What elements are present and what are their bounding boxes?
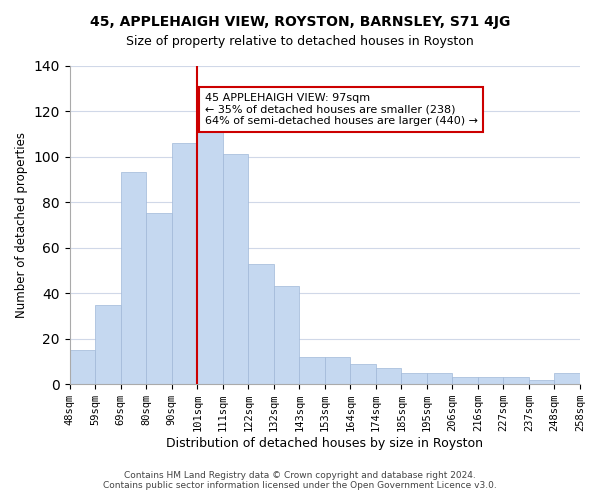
X-axis label: Distribution of detached houses by size in Royston: Distribution of detached houses by size …	[166, 437, 484, 450]
Text: Size of property relative to detached houses in Royston: Size of property relative to detached ho…	[126, 35, 474, 48]
Bar	[172, 143, 197, 384]
Bar	[376, 368, 401, 384]
Bar	[248, 264, 274, 384]
Bar	[350, 364, 376, 384]
Bar	[223, 154, 248, 384]
Bar	[452, 378, 478, 384]
Bar	[401, 373, 427, 384]
Bar	[121, 172, 146, 384]
Bar	[325, 357, 350, 384]
Bar	[95, 304, 121, 384]
Y-axis label: Number of detached properties: Number of detached properties	[15, 132, 28, 318]
Bar	[503, 378, 529, 384]
Bar	[529, 380, 554, 384]
Bar	[146, 214, 172, 384]
Bar	[427, 373, 452, 384]
Bar	[70, 350, 95, 384]
Bar	[274, 286, 299, 384]
Text: 45, APPLEHAIGH VIEW, ROYSTON, BARNSLEY, S71 4JG: 45, APPLEHAIGH VIEW, ROYSTON, BARNSLEY, …	[90, 15, 510, 29]
Bar	[478, 378, 503, 384]
Bar	[299, 357, 325, 384]
Text: 45 APPLEHAIGH VIEW: 97sqm
← 35% of detached houses are smaller (238)
64% of semi: 45 APPLEHAIGH VIEW: 97sqm ← 35% of detac…	[205, 93, 478, 126]
Bar	[197, 124, 223, 384]
Bar	[554, 373, 580, 384]
Text: Contains HM Land Registry data © Crown copyright and database right 2024.
Contai: Contains HM Land Registry data © Crown c…	[103, 470, 497, 490]
